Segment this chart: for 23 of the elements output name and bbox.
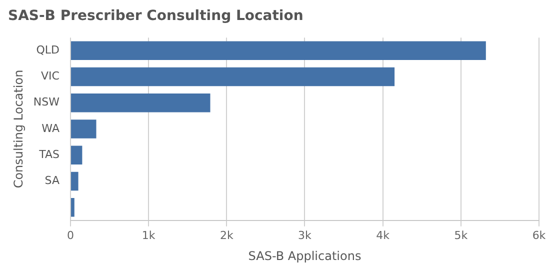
x-tick-label: 0 — [66, 228, 74, 242]
x-tick-label: 3k — [298, 228, 312, 242]
bar — [70, 172, 78, 191]
x-tick-label: 4k — [376, 228, 390, 242]
bar — [70, 93, 210, 112]
y-tick-label: TAS — [38, 148, 60, 161]
bar — [70, 198, 74, 217]
bar — [70, 67, 395, 86]
x-tick-label: 2k — [220, 228, 234, 242]
y-tick-label: NSW — [33, 96, 60, 109]
y-tick-label: SA — [44, 174, 60, 188]
x-tick-label: 6k — [532, 228, 546, 242]
y-tick-label: QLD — [36, 44, 60, 57]
chart-title: SAS-B Prescriber Consulting Location — [8, 8, 304, 24]
y-tick-label: WA — [42, 122, 60, 135]
y-tick-label: VIC — [41, 70, 60, 83]
bar — [70, 146, 82, 165]
y-axis-title: Consulting Location — [11, 70, 26, 188]
x-tick-label: 5k — [454, 228, 468, 242]
bar — [70, 41, 486, 60]
bar — [70, 120, 96, 138]
x-tick-label: 1k — [142, 228, 156, 242]
x-axis-title: SAS-B Applications — [248, 248, 362, 263]
